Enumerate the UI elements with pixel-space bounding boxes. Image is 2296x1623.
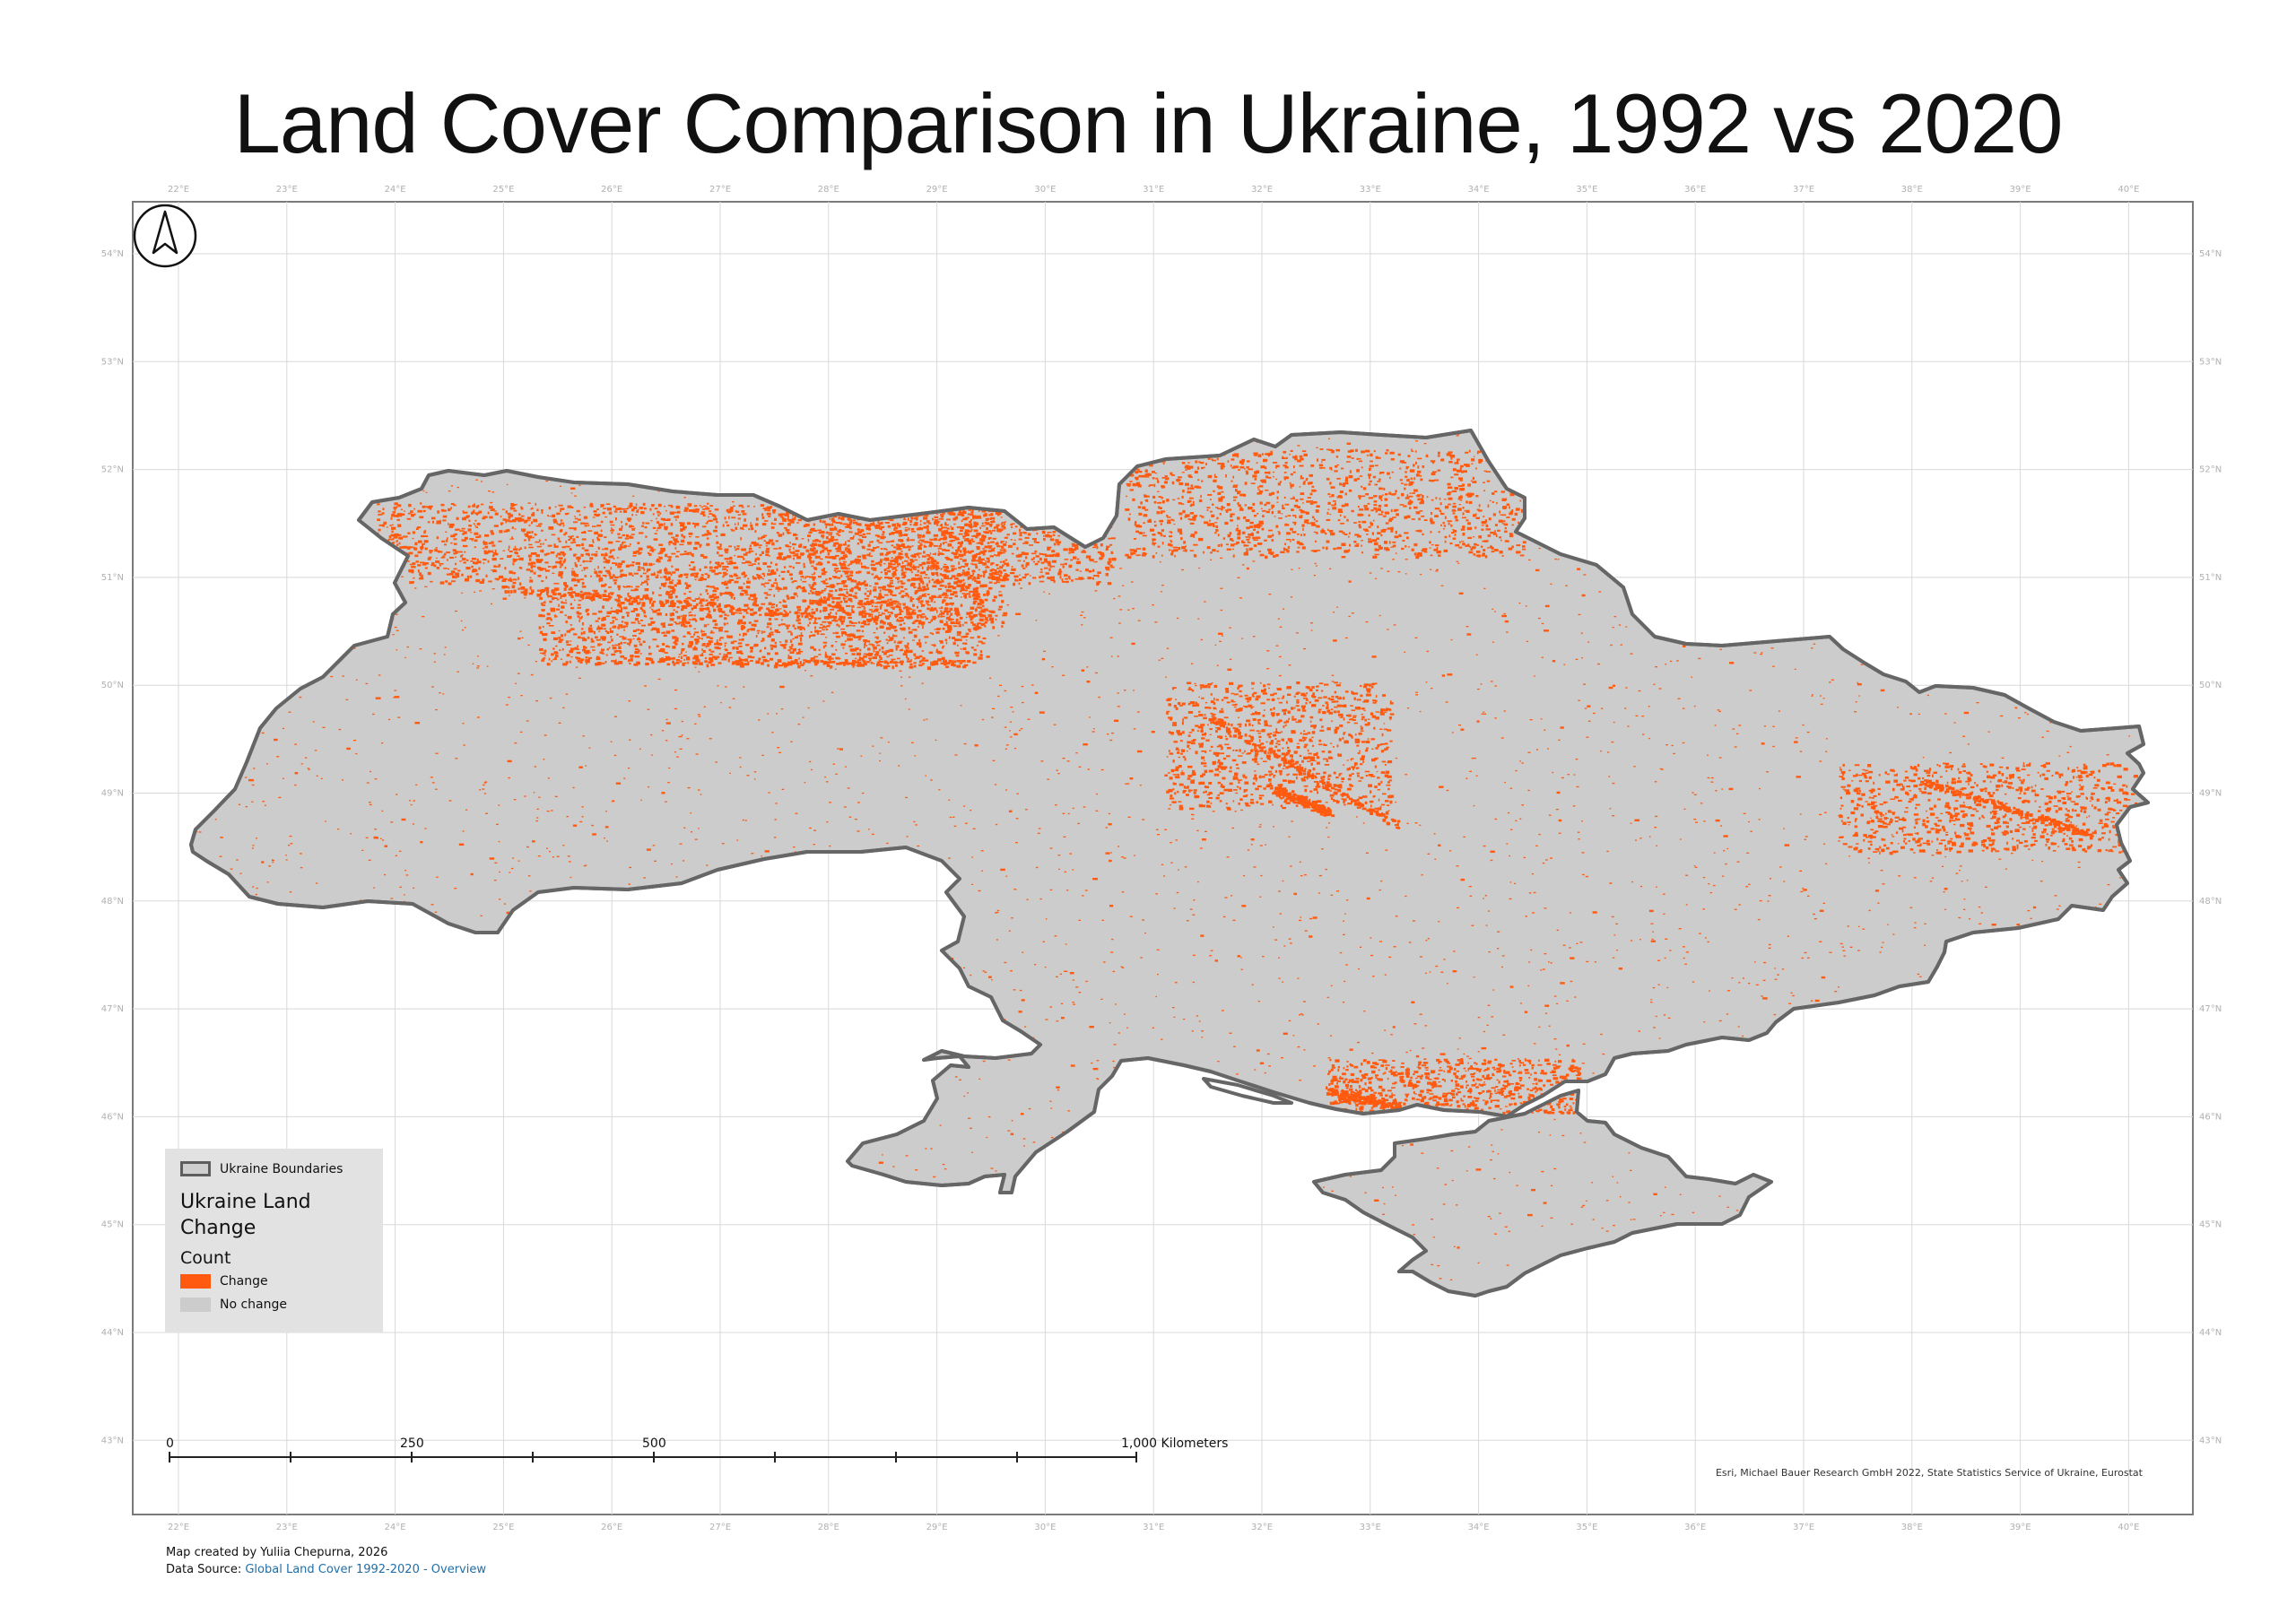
lon-tick-top: 32°E xyxy=(1251,185,1273,195)
lon-tick-top: 23°E xyxy=(276,185,298,195)
lon-tick-bottom: 29°E xyxy=(926,1523,948,1532)
lon-tick-top: 26°E xyxy=(601,185,622,195)
legend-change-label: Change xyxy=(220,1274,268,1289)
lon-tick-top: 38°E xyxy=(1901,185,1923,195)
lon-tick-bottom: 30°E xyxy=(1034,1523,1056,1532)
data-source-prefix: Data Source: xyxy=(166,1563,246,1576)
lon-tick-bottom: 37°E xyxy=(1793,1523,1814,1532)
lon-tick-top: 35°E xyxy=(1576,185,1597,195)
lon-tick-top: 29°E xyxy=(926,185,948,195)
lat-tick-right: 50°N xyxy=(2199,681,2222,690)
lon-tick-top: 36°E xyxy=(1684,185,1706,195)
lon-tick-top: 28°E xyxy=(818,185,839,195)
lat-tick-left: 43°N xyxy=(101,1436,124,1445)
scale-label-1000: 1,000 Kilometers xyxy=(1121,1436,1229,1451)
lat-tick-left: 48°N xyxy=(101,897,124,907)
lon-tick-bottom: 34°E xyxy=(1468,1523,1490,1532)
lon-tick-bottom: 39°E xyxy=(2010,1523,2031,1532)
lon-tick-bottom: 25°E xyxy=(492,1523,514,1532)
map-attribution: Esri, Michael Bauer Research GmbH 2022, … xyxy=(1715,1467,2143,1479)
scale-bar xyxy=(169,1452,1137,1462)
lon-tick-bottom: 38°E xyxy=(1901,1523,1923,1532)
lon-tick-bottom: 28°E xyxy=(818,1523,839,1532)
data-source-link[interactable]: Global Land Cover 1992-2020 - Overview xyxy=(245,1563,486,1576)
graticule-labels: 22°E 22°E 23°E 23°E 24°E 24°E 25°E 25°E 26°E 26°E… xyxy=(101,185,2222,1532)
ukraine-boundary xyxy=(189,429,2150,1298)
lon-tick-top: 40°E xyxy=(2118,185,2139,195)
lat-tick-left: 53°N xyxy=(101,357,124,367)
lat-tick-left: 46°N xyxy=(101,1112,124,1122)
lat-tick-right: 51°N xyxy=(2199,573,2222,583)
lat-tick-right: 46°N xyxy=(2199,1112,2222,1122)
lon-tick-bottom: 40°E xyxy=(2118,1523,2139,1532)
map-credits: Map created by Yuliia Chepurna, 2026 Dat… xyxy=(166,1544,486,1578)
lat-tick-right: 53°N xyxy=(2199,357,2222,367)
boundary-swatch xyxy=(180,1161,211,1176)
lon-tick-bottom: 24°E xyxy=(385,1523,406,1532)
lon-tick-top: 37°E xyxy=(1793,185,1814,195)
lat-tick-left: 49°N xyxy=(101,789,124,799)
lon-tick-top: 25°E xyxy=(492,185,514,195)
scale-label-500: 500 xyxy=(642,1436,666,1451)
lon-tick-top: 39°E xyxy=(2010,185,2031,195)
lon-tick-bottom: 36°E xyxy=(1684,1523,1706,1532)
lat-tick-right: 52°N xyxy=(2199,465,2222,475)
lat-tick-right: 43°N xyxy=(2199,1436,2222,1445)
lon-tick-bottom: 33°E xyxy=(1360,1523,1381,1532)
lat-tick-right: 45°N xyxy=(2199,1220,2222,1230)
legend-change-item: Change xyxy=(180,1274,268,1289)
legend-layer-title: Ukraine Land Change xyxy=(180,1191,311,1239)
lon-tick-top: 31°E xyxy=(1143,185,1164,195)
lon-tick-top: 30°E xyxy=(1034,185,1056,195)
legend-field-name: Count xyxy=(180,1248,231,1268)
lat-tick-left: 47°N xyxy=(101,1004,124,1014)
legend-nochange-label: No change xyxy=(220,1298,288,1312)
lat-tick-left: 54°N xyxy=(101,249,124,259)
data-source-line: Data Source: Global Land Cover 1992-2020… xyxy=(166,1561,486,1578)
lon-tick-bottom: 35°E xyxy=(1576,1523,1597,1532)
scale-label-0: 0 xyxy=(166,1436,174,1451)
lon-tick-top: 24°E xyxy=(385,185,406,195)
north-arrow-icon xyxy=(133,204,197,268)
lon-tick-top: 22°E xyxy=(168,185,189,195)
lat-tick-left: 50°N xyxy=(101,681,124,690)
lon-tick-bottom: 31°E xyxy=(1143,1523,1164,1532)
scale-label-250: 250 xyxy=(400,1436,424,1451)
lat-tick-left: 51°N xyxy=(101,573,124,583)
nochange-swatch xyxy=(180,1298,211,1312)
change-swatch xyxy=(180,1274,211,1289)
lat-tick-left: 45°N xyxy=(101,1220,124,1230)
lon-tick-bottom: 26°E xyxy=(601,1523,622,1532)
lat-tick-right: 48°N xyxy=(2199,897,2222,907)
legend-nochange-item: No change xyxy=(180,1298,287,1312)
legend-boundary-item: Ukraine Boundaries xyxy=(180,1161,343,1176)
lon-tick-bottom: 27°E xyxy=(709,1523,731,1532)
lon-tick-top: 27°E xyxy=(709,185,731,195)
map-title: Land Cover Comparison in Ukraine, 1992 v… xyxy=(233,76,2064,170)
lon-tick-bottom: 32°E xyxy=(1251,1523,1273,1532)
lat-tick-right: 47°N xyxy=(2199,1004,2222,1014)
lat-tick-right: 44°N xyxy=(2199,1328,2222,1338)
lon-tick-top: 33°E xyxy=(1360,185,1381,195)
legend-boundary-label: Ukraine Boundaries xyxy=(220,1161,344,1176)
lon-tick-bottom: 23°E xyxy=(276,1523,298,1532)
author-credit: Map created by Yuliia Chepurna, 2026 xyxy=(166,1546,388,1559)
lat-tick-left: 44°N xyxy=(101,1328,124,1338)
lat-tick-right: 54°N xyxy=(2199,249,2222,259)
map-legend: Ukraine Boundaries Ukraine Land Change C… xyxy=(165,1149,383,1332)
lat-tick-left: 52°N xyxy=(101,465,124,475)
lon-tick-top: 34°E xyxy=(1468,185,1490,195)
lat-tick-right: 49°N xyxy=(2199,789,2222,799)
lon-tick-bottom: 22°E xyxy=(168,1523,189,1532)
